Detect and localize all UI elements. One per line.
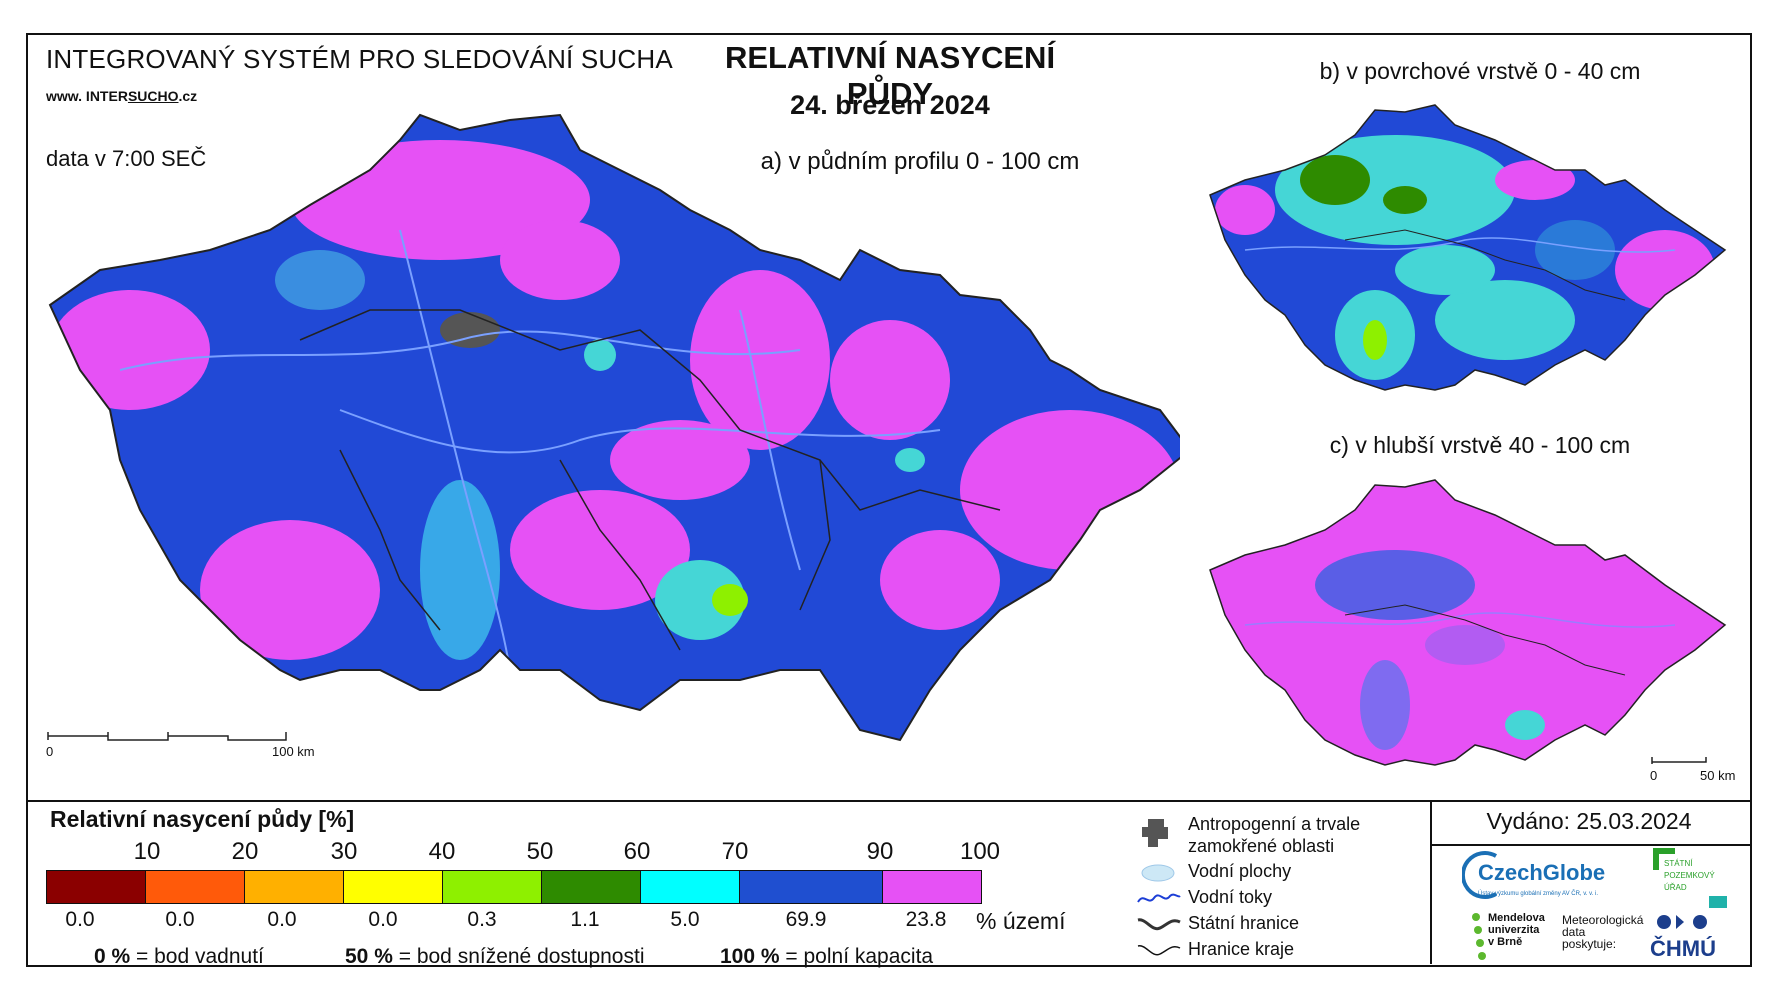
symbol-region-border-label: Hranice kraje (1188, 939, 1295, 959)
note-100-text: = polní kapacita (785, 945, 934, 968)
map-c (1209, 479, 1727, 766)
meteo-line1: Meteorologická (1562, 913, 1644, 927)
water-body-icon (1141, 864, 1175, 882)
symbol-state-border: Státní hranice (1130, 912, 1450, 938)
legend-share: 69.9 (785, 908, 827, 931)
legend-share-unit: % území (976, 908, 1066, 934)
spu-logo-icon (1653, 848, 1727, 908)
czechglobe-logo: CzechGlobe (1478, 860, 1606, 885)
map-b (1209, 104, 1727, 391)
spu-line1: STÁTNÍ (1664, 859, 1693, 868)
chmu-logo: ČHMÚ (1650, 936, 1716, 961)
note-100-value: 100 % (720, 945, 780, 968)
scale-small-start: 0 (1650, 768, 1658, 783)
water-course-icon (1137, 893, 1181, 903)
scale-main-start: 0 (46, 744, 54, 759)
symbol-water-bodies: Vodní plochy (1130, 860, 1450, 886)
legend-title: Relativní nasycení půdy [%] (50, 806, 355, 832)
note-50-value: 50 % (345, 945, 393, 968)
map-a-label: a) v půdním profilu 0 - 100 cm (760, 148, 1080, 175)
legend-tick: 70 (721, 838, 749, 865)
note-50-text: = bod snížené dostupnosti (398, 945, 645, 968)
web-suffix: .cz (178, 88, 198, 104)
symbol-state-border-label: Státní hranice (1188, 913, 1300, 933)
scale-main-end: 100 km (272, 744, 315, 759)
legend-share: 1.1 (570, 908, 600, 931)
legend-tick: 30 (330, 838, 358, 865)
legend-tick: 60 (623, 838, 651, 865)
symbol-anthropogenic-label: Antropogenní a trvale zamokřené oblasti (1188, 814, 1361, 856)
map-c-label: c) v hlubší vrstvě 40 - 100 cm (1329, 432, 1631, 458)
anthropogenic-icon (1142, 819, 1168, 847)
symbol-water-bodies-label: Vodní plochy (1188, 861, 1292, 881)
mendel-line1: Mendelova (1488, 912, 1545, 924)
legend-share: 5.0 (670, 908, 700, 931)
data-time: data v 7:00 SEČ (46, 146, 207, 171)
legend-class-swatch (883, 871, 981, 903)
legend-class-swatch (542, 871, 641, 903)
legend-class-swatch (146, 871, 245, 903)
legend-share: 0.0 (368, 908, 398, 931)
mendel-line3: v Brně (1488, 936, 1523, 948)
mendel-logo-icon (1472, 913, 1486, 960)
scale-small-end: 50 km (1700, 768, 1736, 783)
legend-tick: 100 (959, 838, 1001, 865)
state-border-icon (1137, 918, 1181, 931)
issued-date: Vydáno: 25.03.2024 (1486, 808, 1692, 834)
legend-tick: 10 (133, 838, 161, 865)
note-0-value: 0 % (94, 945, 131, 968)
legend-tick: 50 (526, 838, 554, 865)
map-b-label: b) v povrchové vrstvě 0 - 40 cm (1319, 58, 1641, 84)
symbol-water-courses-label: Vodní toky (1188, 887, 1273, 907)
legend-class-swatch (641, 871, 740, 903)
note-0-text: = bod vadnutí (136, 945, 264, 968)
legend-share: 0.3 (467, 908, 497, 931)
legend-tick: 20 (231, 838, 259, 865)
region-border-icon (1137, 945, 1181, 956)
page-title: RELATIVNÍ NASYCENÍ PŮDY (724, 40, 1056, 111)
scale-bar-main (47, 732, 287, 741)
symbol-region-border: Hranice kraje (1130, 938, 1450, 964)
legend-share: 0.0 (267, 908, 297, 931)
meteo-provider: Meteorologická data poskytuje: (1562, 914, 1643, 950)
legend-class-swatch (443, 871, 542, 903)
legend-tick: 90 (866, 838, 894, 865)
mendel-line2: univerzita (1488, 924, 1540, 936)
spu-line3: ÚŘAD (1664, 883, 1687, 892)
map-date: 24. březen 2024 (790, 90, 990, 120)
legend-tick: 40 (428, 838, 456, 865)
spu-logo: STÁTNÍ POZEMKOVÝ ÚŘAD (1664, 858, 1715, 894)
legend-class-swatch (47, 871, 146, 903)
website-link[interactable]: www. INTERSUCHO.cz (46, 88, 197, 104)
legend-color-bar (46, 870, 982, 904)
legend-divider (26, 800, 1750, 802)
meteo-line3: poskytuje: (1562, 937, 1617, 951)
map-a (48, 113, 1180, 742)
legend-share: 23.8 (905, 908, 947, 931)
chmu-logo-icon (1657, 915, 1707, 929)
mendel-logo: Mendelova univerzita v Brně (1488, 912, 1545, 948)
issued-box (1430, 802, 1750, 846)
czechglobe-subtitle: Ústav výzkumu globální změny AV ČR, v. v… (1478, 891, 1599, 897)
web-prefix: www. INTER (46, 88, 128, 104)
symbol-water-courses: Vodní toky (1130, 886, 1450, 912)
note-100: 100 % = polní kapacita (720, 945, 933, 969)
spu-line2: POZEMKOVÝ (1664, 871, 1715, 880)
logos-panel (1430, 844, 1750, 964)
scale-bar-small (1651, 757, 1707, 764)
meteo-line2: data (1562, 925, 1586, 939)
legend-class-swatch (740, 871, 883, 903)
legend-class-swatch (344, 871, 443, 903)
legend-share: 0.0 (165, 908, 195, 931)
system-name: INTEGROVANÝ SYSTÉM PRO SLEDOVÁNÍ SUCHA (46, 44, 673, 74)
note-50: 50 % = bod snížené dostupnosti (345, 945, 644, 969)
czechglobe-logo-icon (1462, 851, 1498, 899)
legend-class-swatch (245, 871, 344, 903)
legend-share: 0.0 (65, 908, 95, 931)
note-0: 0 % = bod vadnutí (94, 945, 264, 969)
symbol-anthropogenic: Antropogenní a trvale zamokřené oblasti (1130, 813, 1450, 857)
web-sucho: SUCHO (127, 88, 179, 104)
